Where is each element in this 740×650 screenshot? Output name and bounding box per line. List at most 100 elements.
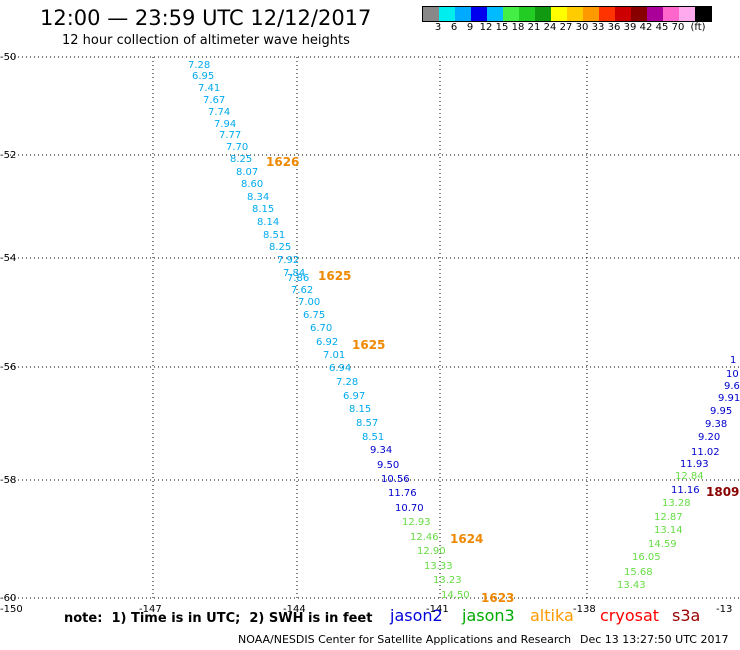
color-swatch [615,7,631,21]
color-swatch [631,7,647,21]
pass-time-label: 1626 [266,155,299,169]
legend-jason3: jason3 [462,606,515,625]
color-scale-label: 21 [527,22,541,33]
wave-height-value: 14.59 [648,539,677,550]
latitude-label: -60 [0,593,16,604]
wave-height-value: 7.41 [198,83,220,94]
wave-height-value: 13.43 [617,580,646,591]
wave-height-value: 6.70 [310,323,332,334]
color-scale-label: 18 [511,22,525,33]
wave-height-value: 7.74 [208,107,230,118]
legend-cryosat: cryosat [600,606,660,625]
pass-time-label: 1625 [352,338,385,352]
footer-source: NOAA/NESDIS Center for Satellite Applica… [238,633,572,646]
wave-height-value: 8.60 [241,179,263,190]
color-scale-label: 24 [543,22,557,33]
wave-height-value: 10.56 [381,474,410,485]
longitude-label: -150 [0,604,23,615]
latitude-label: -52 [0,150,16,161]
wave-height-value: 8.14 [257,217,279,228]
longitude-label: -141 [426,604,449,615]
pass-time-label: 1623 [481,591,514,605]
latitude-label: -56 [0,362,16,373]
color-scale-label: 27 [559,22,573,33]
pass-time-label: 1624 [450,532,483,546]
wave-height-value: 9.95 [710,406,732,417]
wave-height-value: 6.92 [316,337,338,348]
color-swatch [455,7,471,21]
wave-height-value: 6.75 [303,310,325,321]
color-scale-label: 42 [639,22,653,33]
color-scale-label: 9 [466,22,474,33]
footer-timestamp: Dec 13 13:27:50 UTC 2017 [580,633,729,646]
longitude-label: -138 [573,604,596,615]
color-swatch [519,7,535,21]
latitude-label: -54 [0,253,16,264]
wave-height-value: 12.93 [402,517,431,528]
wave-height-value: 7.94 [214,119,236,130]
map-title: 12:00 — 23:59 UTC 12/12/2017 [40,6,372,30]
wave-height-value: 7.67 [203,95,225,106]
wave-height-value: 7.86 [287,273,309,284]
wave-height-value: 9.50 [377,460,399,471]
longitude-label: -144 [283,604,306,615]
color-swatch [679,7,695,21]
color-swatch [471,7,487,21]
wave-height-value: 13.23 [433,575,462,586]
color-swatch [487,7,503,21]
color-swatch [439,7,455,21]
wave-height-value: 9.6 [724,381,740,392]
color-swatch [663,7,679,21]
wave-height-value: 8.57 [356,418,378,429]
wave-height-value: 9.38 [705,419,727,430]
wave-height-value: 7.70 [226,142,248,153]
wave-height-value: 8.07 [236,167,258,178]
wave-height-value: 8.34 [247,192,269,203]
longitude-label: -147 [139,604,162,615]
wave-height-value: 13.33 [424,561,453,572]
color-scale-label: 30 [575,22,589,33]
wave-height-value: 9.91 [718,393,740,404]
wave-height-value: 7.77 [219,130,241,141]
pass-time-label: 1625 [318,269,351,283]
wave-height-color-scale [422,6,712,22]
wave-height-value: 9.34 [370,445,392,456]
color-swatch [599,7,615,21]
wave-height-value: 7.84 [283,268,305,279]
color-swatch [551,7,567,21]
color-scale-label: 70 [671,22,685,33]
wave-height-value: 7.28 [336,377,358,388]
longitude-label: -13 [716,604,732,615]
color-scale-label: 6 [450,22,458,33]
wave-height-value: 11.02 [691,447,720,458]
latitude-label: -50 [0,52,16,63]
color-scale-label: 36 [607,22,621,33]
color-swatch [695,7,711,21]
wave-height-value: 7.00 [298,297,320,308]
wave-height-value: 15.68 [624,567,653,578]
wave-height-value: 6.97 [343,391,365,402]
color-swatch [503,7,519,21]
wave-height-value: 11.16 [671,485,700,496]
color-scale-label: 33 [591,22,605,33]
pass-time-label: 1809 [706,485,739,499]
color-scale-labels: 3 6 9 12 15 18 21 24 27 30 33 36 39 42 45 70 (ft) [422,22,740,36]
wave-height-value: 7.62 [291,285,313,296]
color-swatch [567,7,583,21]
wave-height-value: 12.84 [675,471,704,482]
wave-height-value: 8.25 [230,154,252,165]
color-swatch [535,7,551,21]
legend-altika: altika [530,606,574,625]
wave-height-value: 1 [730,355,736,366]
wave-height-value: 13.28 [662,498,691,509]
wave-height-value: 8.51 [263,230,285,241]
color-swatch [583,7,599,21]
color-swatch [647,7,663,21]
wave-height-value: 12.90 [417,546,446,557]
color-scale-label: 3 [434,22,442,33]
wave-height-value: 16.05 [632,552,661,563]
wave-height-value: 6.95 [192,71,214,82]
wave-height-value: 8.25 [269,242,291,253]
wave-height-value: 6.94 [329,363,351,374]
